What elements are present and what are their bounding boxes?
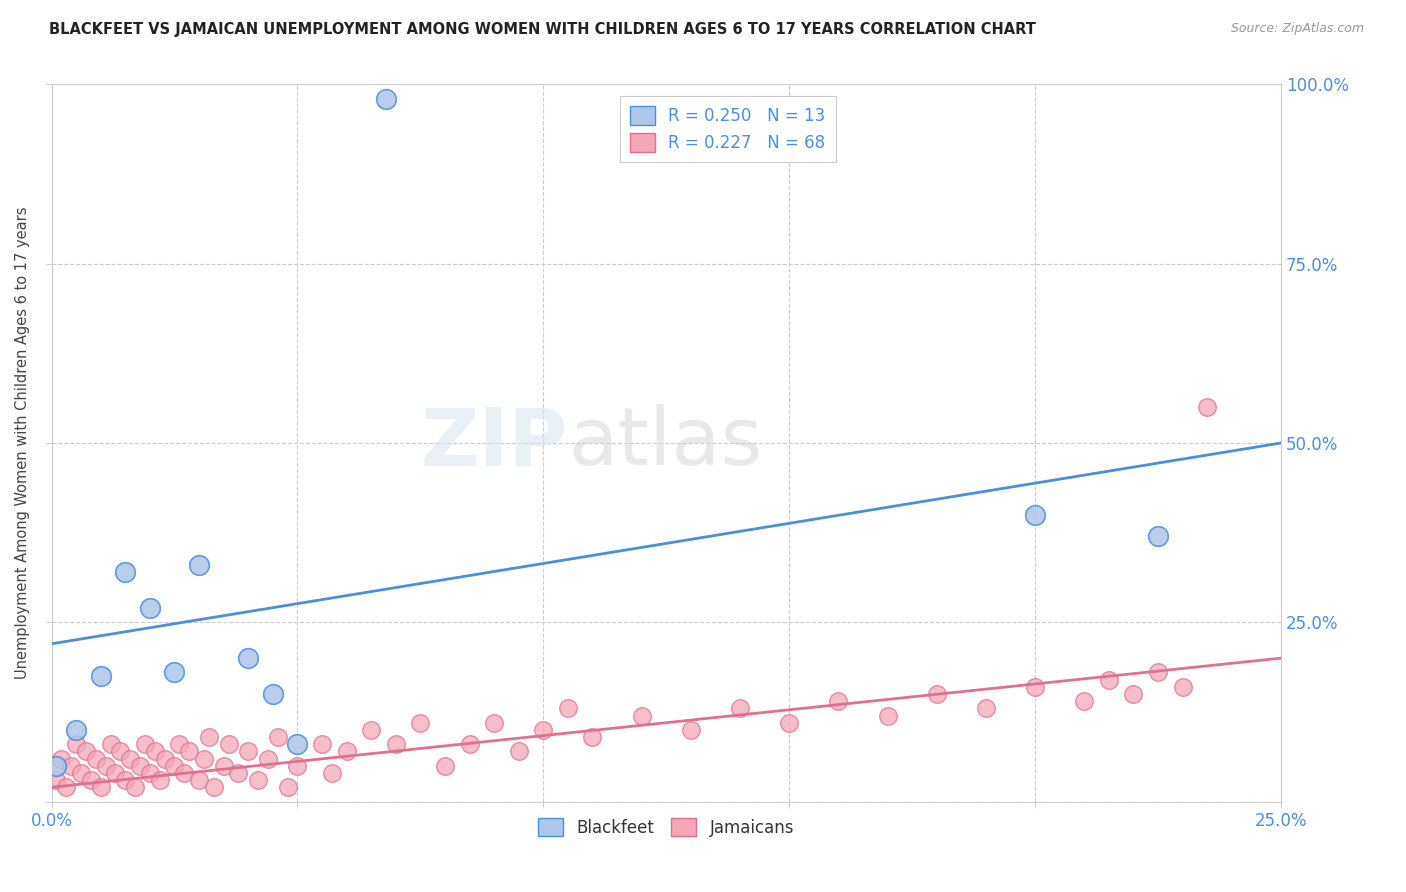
Point [60,758,83,772]
Point [139,765,162,780]
Point [193,751,215,765]
Point [1073,694,1095,708]
Point [198,730,221,744]
Point [169,737,191,751]
Point [277,780,299,795]
Point [321,765,343,780]
Point [51,751,73,765]
Point [336,744,359,758]
Point [179,744,201,758]
Point [45,758,67,772]
Text: BLACKFEET VS JAMAICAN UNEMPLOYMENT AMONG WOMEN WITH CHILDREN AGES 6 TO 17 YEARS : BLACKFEET VS JAMAICAN UNEMPLOYMENT AMONG… [49,22,1036,37]
Point [1024,508,1046,522]
Point [124,780,146,795]
Point [238,651,260,665]
Point [1024,680,1046,694]
Point [257,751,280,765]
Point [728,701,751,715]
Point [100,737,122,751]
Point [778,715,800,730]
Point [163,758,186,772]
Point [139,601,162,615]
Point [679,723,702,737]
Point [134,737,156,751]
Point [218,737,240,751]
Point [508,744,530,758]
Point [120,751,142,765]
Point [75,744,97,758]
Point [360,723,382,737]
Text: Source: ZipAtlas.com: Source: ZipAtlas.com [1230,22,1364,36]
Point [238,744,260,758]
Point [630,708,652,723]
Text: atlas: atlas [568,404,762,482]
Point [876,708,898,723]
Point [974,701,997,715]
Point [1098,673,1121,687]
Point [114,565,136,579]
Point [433,758,456,772]
Point [129,758,152,772]
Point [188,558,211,572]
Point [827,694,849,708]
Point [80,773,103,788]
Point [65,723,87,737]
Point [374,92,396,106]
Point [287,758,309,772]
Point [163,665,186,680]
Point [311,737,333,751]
Point [65,737,87,751]
Y-axis label: Unemployment Among Women with Children Ages 6 to 17 years: Unemployment Among Women with Children A… [15,207,30,679]
Point [84,751,107,765]
Point [1197,400,1219,414]
Point [409,715,432,730]
Point [149,773,172,788]
Point [1171,680,1194,694]
Point [90,669,112,683]
Point [581,730,603,744]
Point [55,780,77,795]
Point [94,758,117,772]
Point [114,773,136,788]
Legend: Blackfeet, Jamaicans: Blackfeet, Jamaicans [531,812,801,844]
Point [557,701,579,715]
Point [188,773,211,788]
Point [925,687,948,701]
Point [247,773,270,788]
Point [173,765,195,780]
Point [287,737,309,751]
Point [70,765,93,780]
Point [458,737,481,751]
Point [1147,529,1170,543]
Point [90,780,112,795]
Point [1122,687,1144,701]
Point [384,737,406,751]
Point [262,687,284,701]
Point [110,744,132,758]
Point [531,723,554,737]
Point [143,744,166,758]
Point [267,730,290,744]
Point [1147,665,1170,680]
Point [482,715,505,730]
Point [202,780,225,795]
Text: ZIP: ZIP [420,404,568,482]
Point [45,773,67,788]
Point [228,765,250,780]
Point [153,751,176,765]
Point [212,758,235,772]
Point [104,765,127,780]
